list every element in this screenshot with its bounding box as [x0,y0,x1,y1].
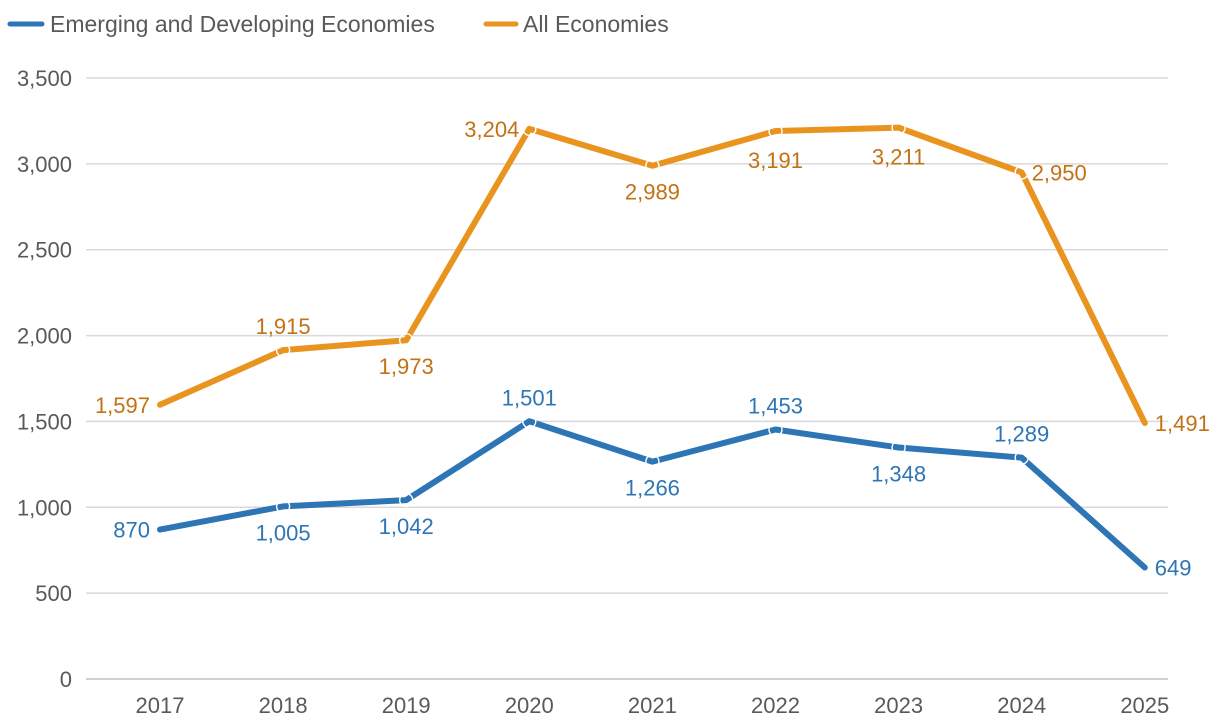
data-point-emerging [1014,450,1029,465]
data-point-all [645,158,660,173]
data-point-emerging [645,454,660,469]
x-axis: 2017 2018 2019 2020 2021 2022 2023 2024 2025 [136,693,1170,718]
x-tick-label: 2024 [997,693,1046,718]
y-tick-label: 1,000 [17,495,72,520]
data-label-emerging: 1,289 [994,422,1049,447]
data-label-emerging: 870 [113,518,150,543]
data-point-emerging [891,440,906,455]
legend-label-emerging: Emerging and Developing Economies [50,11,435,37]
y-tick-label: 500 [35,581,72,606]
data-point-emerging [275,499,291,514]
legend-item-all: All Economies [483,11,669,37]
data-point-emerging [768,422,783,437]
data-point-all [891,120,906,135]
series-line-all [157,124,1148,426]
x-tick-label: 2021 [628,693,677,718]
data-label-all: 1,973 [379,354,434,379]
y-tick-label: 3,500 [17,66,72,91]
data-label-all: 3,191 [748,148,803,173]
x-tick-label: 2017 [136,693,185,718]
data-point-all [275,342,291,358]
data-label-emerging: 1,501 [502,385,557,410]
legend-item-emerging: Emerging and Developing Economies [7,11,435,37]
data-label-all: 2,950 [1032,160,1087,185]
y-axis: 0 500 1,000 1,500 2,000 2,500 3,000 3,500 [17,66,72,692]
y-tick-label: 3,000 [17,152,72,177]
data-label-all: 1,597 [95,393,150,418]
data-labels: 870 1,005 1,042 1,501 1,266 1,453 1,348 1,289 64… [95,117,1210,581]
data-label-all: 1,491 [1155,411,1210,436]
series-line-emerging [157,418,1148,571]
data-label-emerging: 649 [1155,556,1192,581]
data-point-all [522,121,537,137]
x-tick-label: 2019 [382,693,431,718]
series-group [157,120,1148,571]
data-point-all [768,123,783,139]
x-tick-label: 2022 [751,693,800,718]
data-point-all [399,333,414,348]
data-label-all: 3,211 [872,145,925,170]
data-label-all: 3,204 [464,117,519,142]
data-label-emerging: 1,005 [256,520,311,545]
x-tick-label: 2018 [259,693,308,718]
y-tick-label: 2,000 [17,324,72,349]
x-tick-label: 2023 [874,693,923,718]
y-tick-label: 1,500 [17,409,72,434]
data-point-emerging [522,414,537,429]
x-tick-label: 2025 [1120,693,1169,718]
data-label-emerging: 1,266 [625,476,680,501]
y-tick-label: 2,500 [17,238,72,263]
data-point-all [1014,165,1029,180]
data-label-all: 2,989 [625,180,680,205]
data-label-emerging: 1,042 [379,514,434,539]
data-label-emerging: 1,453 [748,393,803,418]
legend: Emerging and Developing Economies All Ec… [7,11,669,37]
data-label-all: 1,915 [256,314,311,339]
x-tick-label: 2020 [505,693,554,718]
legend-label-all: All Economies [523,11,669,37]
data-point-emerging [399,492,414,508]
y-tick-label: 0 [60,667,72,692]
data-label-emerging: 1,348 [871,462,926,487]
